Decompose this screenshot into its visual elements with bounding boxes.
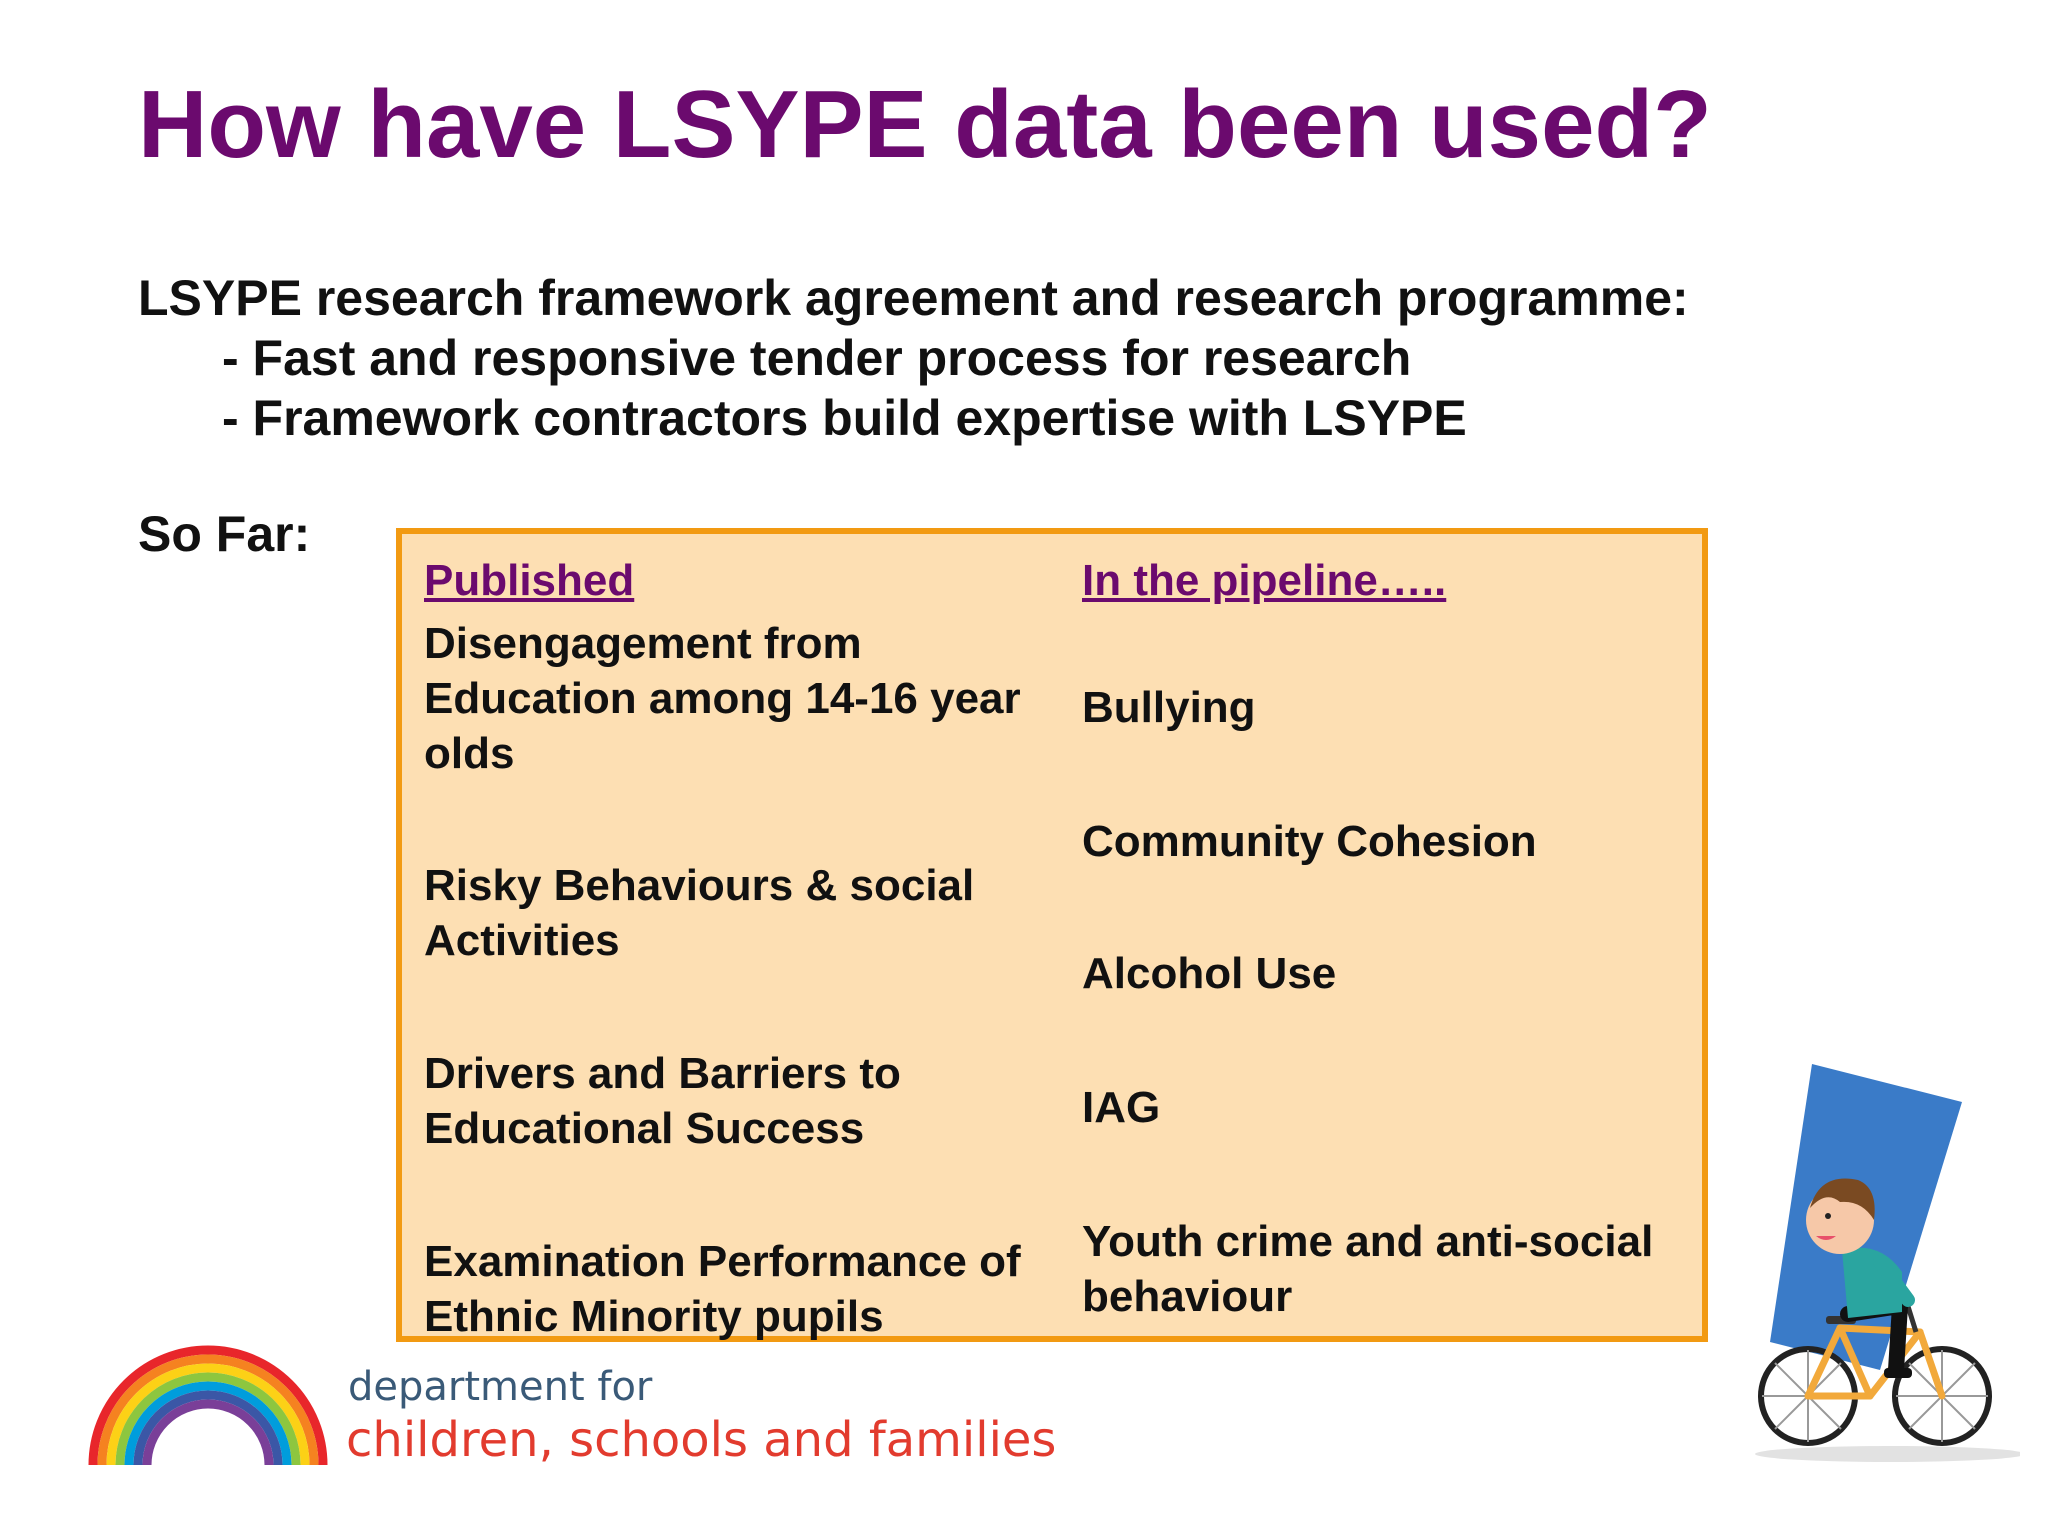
dept-name-line2: children, schools and families: [346, 1412, 1057, 1468]
intro-bullet: - Framework contractors build expertise …: [222, 390, 1467, 446]
cyclist-illustration-icon: [1755, 1064, 2020, 1462]
published-item: Drivers and Barriers to Educational Succ…: [424, 1049, 901, 1153]
published-heading: Published: [424, 556, 635, 605]
published-item: Disengagement from Education among 14-16…: [424, 619, 1021, 778]
page-title: How have LSYPE data been used?: [138, 71, 1712, 178]
dept-name-line1: department for: [348, 1364, 653, 1410]
rainbow-logo-icon: [88, 1345, 328, 1466]
intro-lead: LSYPE research framework agreement and r…: [138, 270, 1689, 326]
pipeline-item: IAG: [1082, 1083, 1161, 1132]
pipeline-heading: In the pipeline…..: [1082, 556, 1447, 605]
pipeline-item: Youth crime and anti-social behaviour: [1082, 1217, 1654, 1321]
research-panel: Published In the pipeline….. Disengageme…: [396, 528, 1708, 1342]
so-far-label: So Far:: [138, 506, 311, 562]
published-item: Examination Performance of Ethnic Minori…: [424, 1237, 1021, 1341]
pipeline-item: Alcohol Use: [1082, 949, 1337, 998]
intro-block: LSYPE research framework agreement and r…: [138, 268, 1689, 448]
pipeline-item: Community Cohesion: [1082, 817, 1537, 866]
intro-bullet: - Fast and responsive tender process for…: [222, 330, 1412, 386]
pipeline-item: Bullying: [1082, 683, 1256, 732]
published-item: Risky Behaviours & social Activities: [424, 861, 975, 965]
